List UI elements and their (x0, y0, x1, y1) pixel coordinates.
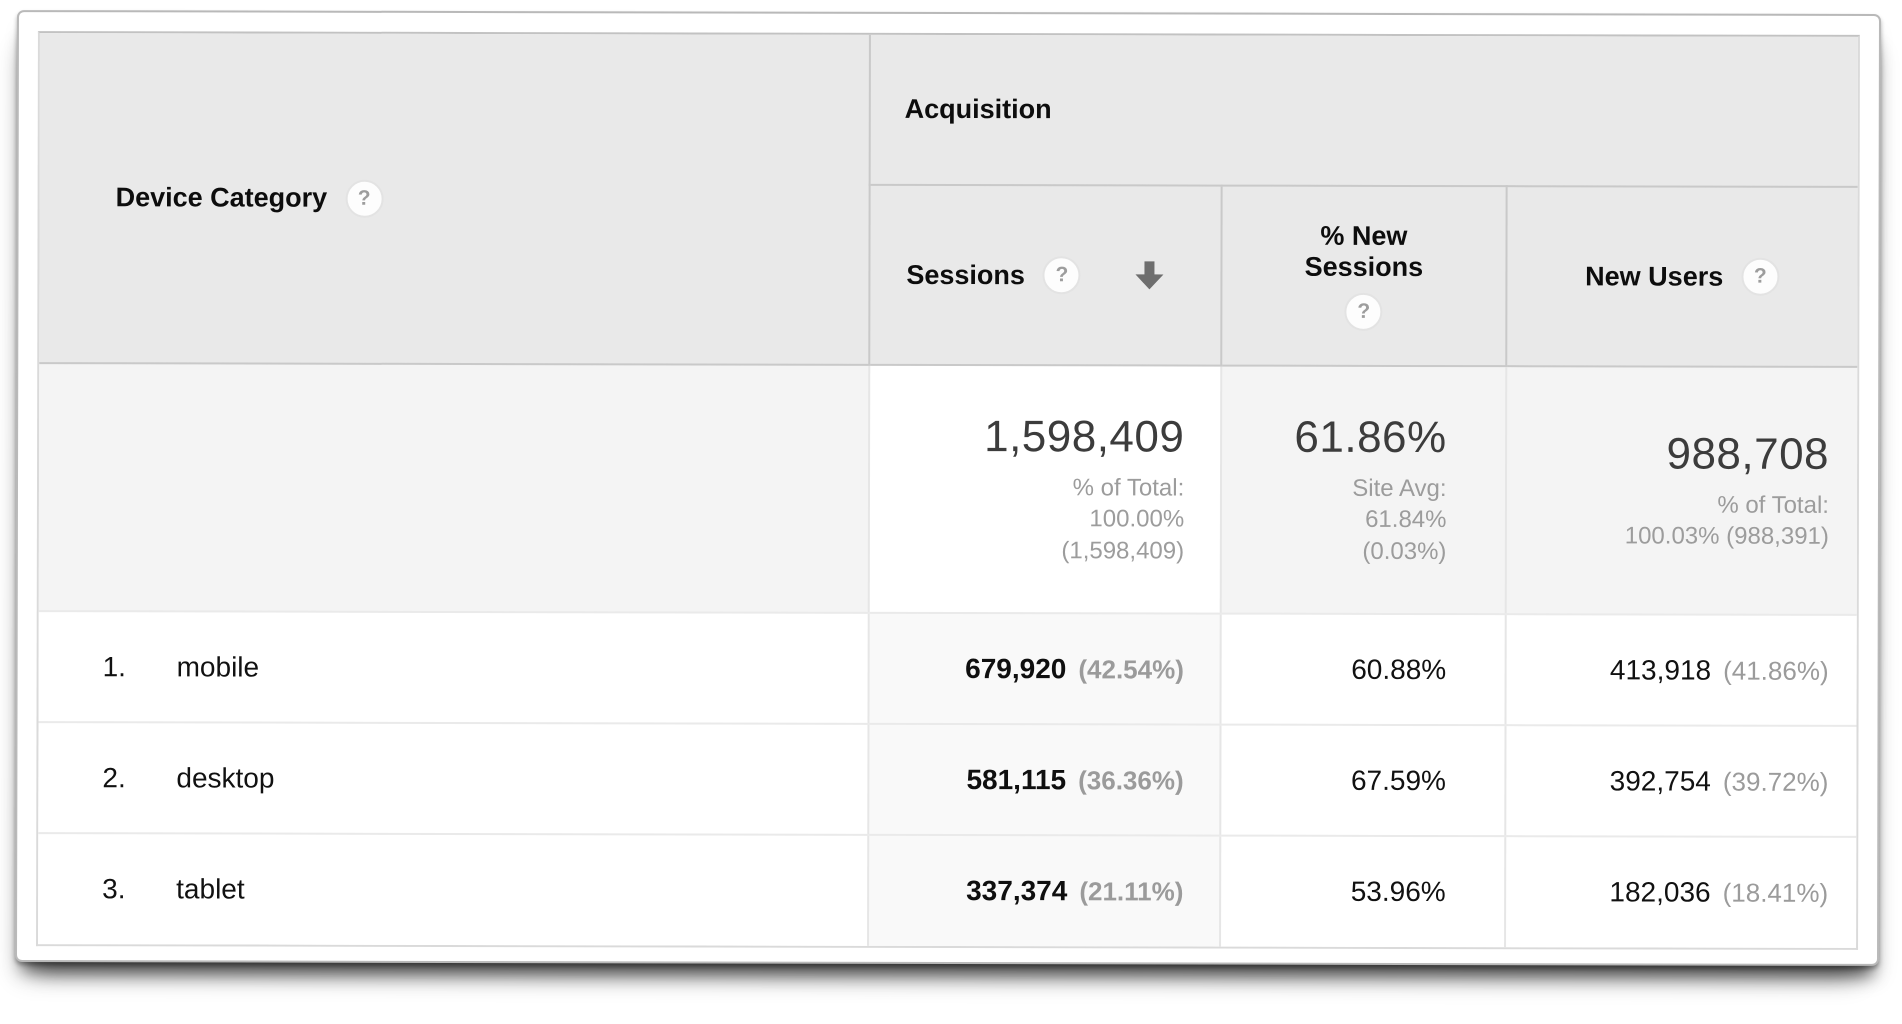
sessions-column-header[interactable]: Sessions ? (869, 184, 1222, 366)
row-new-users-cell: 392,754 (39.72%) (1504, 725, 1857, 837)
row-index: 2. (102, 761, 126, 793)
analytics-table-container: Device Category ? Acquisition Sessions ? (36, 31, 1860, 950)
row-index: 3. (102, 873, 126, 905)
sessions-value: 679,920 (965, 652, 1067, 684)
new-users-share: (39.72%) (1722, 766, 1829, 797)
new-users-value: 392,754 (1609, 764, 1711, 797)
new-users-value: 182,036 (1609, 876, 1711, 908)
row-category-label: mobile (176, 650, 260, 683)
totals-new-users-cell: 988,708 % of Total: 100.03% (988,391) (1505, 366, 1858, 615)
row-index: 1. (102, 650, 127, 682)
new-users-column-header[interactable]: New Users ? (1505, 186, 1858, 367)
row-sessions-cell: 337,374 (21.11%) (867, 834, 1221, 947)
row-category-label: desktop (176, 761, 275, 794)
row-dimension-cell: 1. mobile (38, 611, 869, 724)
sessions-total-value: 1,598,409 (984, 412, 1185, 462)
percent-new-sessions-value: 53.96% (1350, 875, 1446, 908)
row-percent-new-sessions-cell: 53.96% (1220, 835, 1505, 948)
help-icon[interactable]: ? (1042, 256, 1081, 295)
totals-row: 1,598,409 % of Total: 100.00% (1,598,409… (38, 363, 1858, 615)
row-category-label: tablet (176, 873, 245, 905)
new-users-column-label: New Users (1585, 260, 1724, 292)
sessions-share: (42.54%) (1078, 653, 1184, 684)
new-users-share: (18.41%) (1722, 877, 1829, 908)
percent-new-sessions-column-label: % New Sessions (1304, 220, 1424, 282)
table-row-mobile: 1. mobile 679,920 (42.54%) 60.88% 413,918 (… (38, 611, 1857, 726)
device-category-table: Device Category ? Acquisition Sessions ? (38, 33, 1858, 948)
new-users-share: (41.86%) (1723, 655, 1829, 686)
row-dimension-cell: 3. tablet (38, 833, 869, 946)
totals-sessions-cell: 1,598,409 % of Total: 100.00% (1,598,409… (868, 364, 1222, 614)
new-users-total-value: 988,708 (1666, 429, 1830, 479)
sessions-share: (21.11%) (1079, 876, 1184, 907)
new-users-total-subtext: % of Total: 100.03% (988,391) (1624, 491, 1829, 550)
percent-new-sessions-total-value: 61.86% (1294, 412, 1447, 463)
percent-new-sessions-total-subtext: Site Avg: 61.84% (0.03%) (1352, 475, 1447, 565)
totals-percent-new-sessions-cell: 61.86% Site Avg: 61.84% (0.03%) (1221, 365, 1506, 615)
percent-new-sessions-value: 67.59% (1350, 764, 1446, 796)
help-icon[interactable]: ? (1741, 257, 1780, 296)
row-new-users-cell: 182,036 (18.41%) (1504, 836, 1857, 948)
row-sessions-cell: 679,920 (42.54%) (868, 612, 1222, 725)
sessions-total-subtext: % of Total: 100.00% (1,598,409) (1061, 474, 1185, 565)
sessions-value: 581,115 (966, 763, 1067, 795)
percent-new-sessions-value: 60.88% (1351, 653, 1447, 685)
acquisition-group-header: Acquisition (869, 34, 1858, 187)
sessions-value: 337,374 (966, 875, 1068, 907)
new-users-value: 413,918 (1609, 653, 1712, 686)
help-icon[interactable]: ? (1344, 292, 1383, 331)
row-dimension-cell: 2. desktop (38, 722, 869, 835)
table-row-desktop: 2. desktop 581,115 (36.36%) 67.59% 392,754… (38, 722, 1857, 837)
table-row-tablet: 3. tablet 337,374 (21.11%) 53.96% 182,036 (… (38, 833, 1857, 948)
percent-new-sessions-column-header[interactable]: % New Sessions ? (1221, 185, 1507, 367)
sort-descending-icon[interactable] (1133, 259, 1167, 291)
device-category-header[interactable]: Device Category ? (39, 33, 870, 365)
row-sessions-cell: 581,115 (36.36%) (868, 723, 1221, 836)
row-new-users-cell: 413,918 (41.86%) (1505, 614, 1857, 726)
device-category-label: Device Category (115, 182, 328, 213)
sessions-column-label: Sessions (906, 259, 1025, 290)
totals-dimension-cell (38, 363, 870, 613)
screenshot-frame: Device Category ? Acquisition Sessions ? (15, 10, 1881, 966)
row-percent-new-sessions-cell: 60.88% (1220, 613, 1506, 726)
acquisition-group-label: Acquisition (904, 93, 1052, 125)
sessions-share: (36.36%) (1078, 764, 1184, 795)
help-icon[interactable]: ? (345, 179, 384, 218)
row-percent-new-sessions-cell: 67.59% (1220, 724, 1506, 837)
